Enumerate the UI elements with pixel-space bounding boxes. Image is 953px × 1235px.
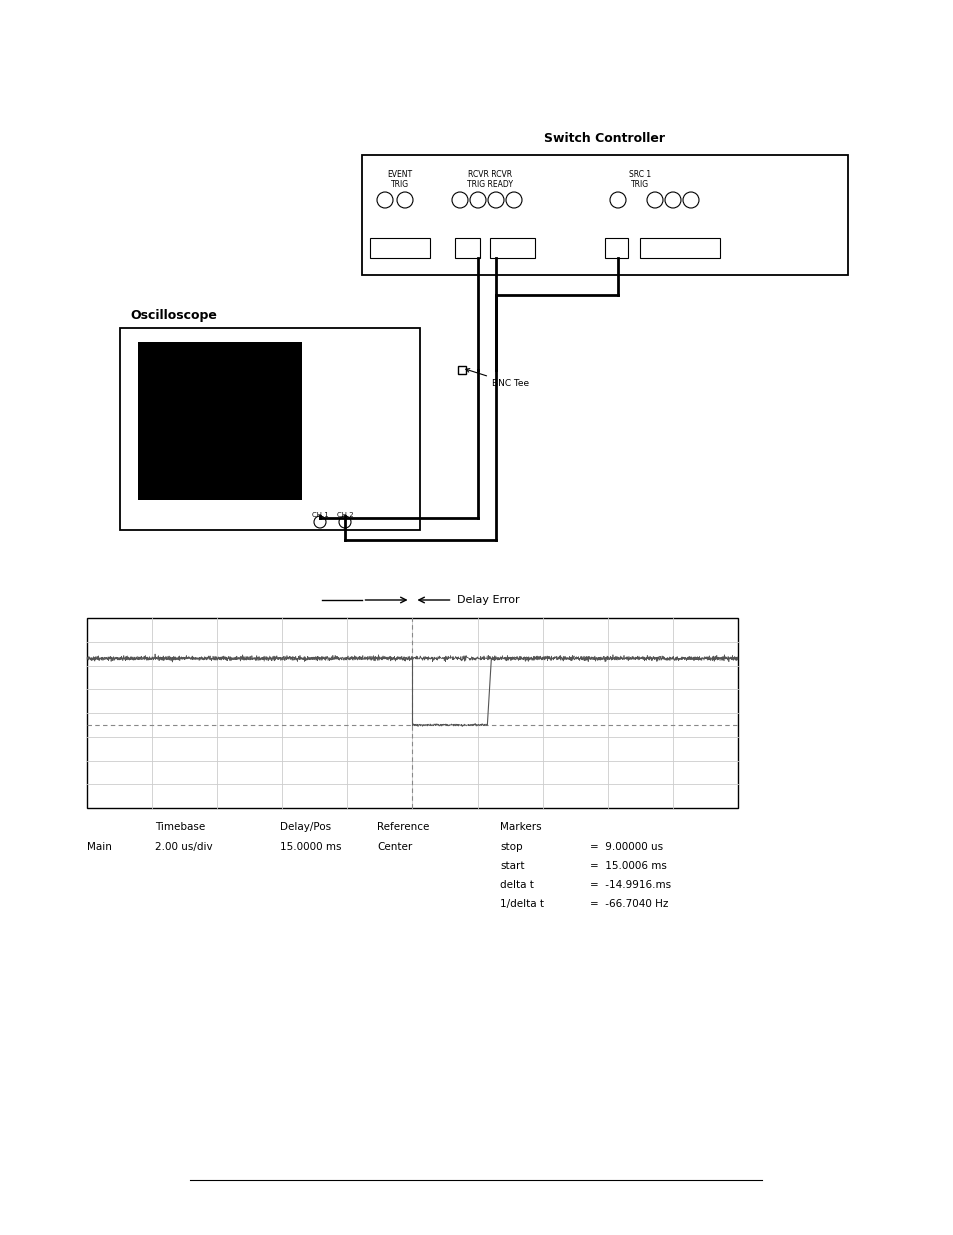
Circle shape (488, 191, 503, 207)
Text: CH 2: CH 2 (336, 513, 353, 517)
Text: =  -66.7040 Hz: = -66.7040 Hz (589, 899, 668, 909)
Text: Delay Error: Delay Error (457, 595, 519, 605)
Text: Switch Controller: Switch Controller (544, 131, 665, 144)
Circle shape (664, 191, 680, 207)
Text: Timebase: Timebase (154, 823, 205, 832)
Text: Center: Center (376, 842, 412, 852)
Circle shape (338, 516, 351, 529)
Text: stop: stop (499, 842, 522, 852)
FancyBboxPatch shape (604, 238, 627, 258)
Text: =  -14.9916.ms: = -14.9916.ms (589, 881, 670, 890)
Circle shape (396, 191, 413, 207)
FancyBboxPatch shape (120, 329, 419, 530)
Text: Oscilloscope: Oscilloscope (130, 309, 216, 321)
Circle shape (314, 516, 326, 529)
Text: RCVR RCVR
TRIG READY: RCVR RCVR TRIG READY (467, 170, 513, 189)
FancyBboxPatch shape (490, 238, 535, 258)
Text: 1/delta t: 1/delta t (499, 899, 543, 909)
Text: CH 1: CH 1 (312, 513, 328, 517)
Text: =  9.00000 us: = 9.00000 us (589, 842, 662, 852)
Text: 2.00 us/div: 2.00 us/div (154, 842, 213, 852)
Circle shape (376, 191, 393, 207)
Text: =  15.0006 ms: = 15.0006 ms (589, 861, 666, 871)
Circle shape (682, 191, 699, 207)
Circle shape (452, 191, 468, 207)
Text: SRC 1
TRIG: SRC 1 TRIG (628, 170, 650, 189)
FancyBboxPatch shape (639, 238, 720, 258)
Text: Delay/Pos: Delay/Pos (280, 823, 331, 832)
Text: BNC Tee: BNC Tee (465, 368, 529, 388)
Circle shape (470, 191, 485, 207)
FancyBboxPatch shape (370, 238, 430, 258)
Text: Markers: Markers (499, 823, 541, 832)
Text: Main: Main (87, 842, 112, 852)
Text: delta t: delta t (499, 881, 534, 890)
FancyBboxPatch shape (87, 618, 738, 808)
Circle shape (609, 191, 625, 207)
FancyBboxPatch shape (361, 156, 847, 275)
Text: EVENT
TRIG: EVENT TRIG (387, 170, 412, 189)
FancyBboxPatch shape (138, 342, 302, 500)
Circle shape (646, 191, 662, 207)
FancyBboxPatch shape (455, 238, 479, 258)
Text: 15.0000 ms: 15.0000 ms (280, 842, 341, 852)
Circle shape (505, 191, 521, 207)
Text: start: start (499, 861, 524, 871)
Text: Reference: Reference (376, 823, 429, 832)
